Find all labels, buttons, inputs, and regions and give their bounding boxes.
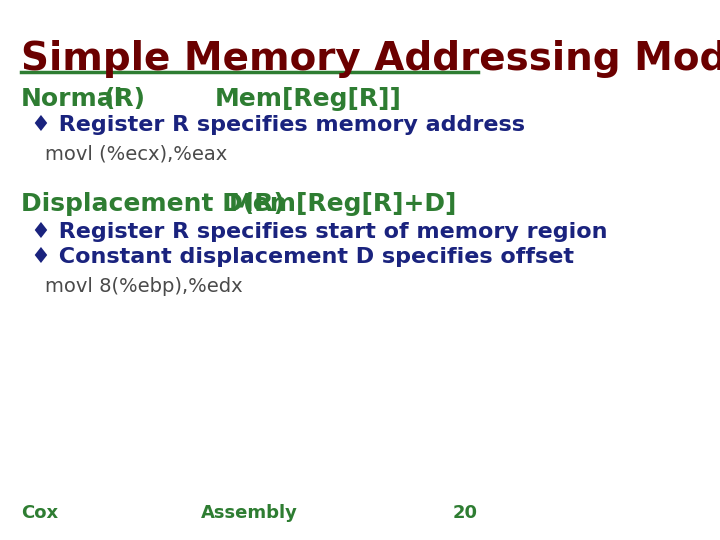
Text: Displacement D(R): Displacement D(R)	[21, 192, 284, 216]
Text: Mem[Reg[R]+D]: Mem[Reg[R]+D]	[229, 192, 457, 216]
Text: Mem[Reg[R]]: Mem[Reg[R]]	[215, 87, 402, 111]
Text: (R): (R)	[104, 87, 146, 111]
Text: ♦ Register R specifies memory address: ♦ Register R specifies memory address	[31, 115, 525, 135]
Text: movl (%ecx),%eax: movl (%ecx),%eax	[45, 145, 228, 164]
Text: Assembly: Assembly	[201, 504, 298, 522]
Text: 20: 20	[453, 504, 478, 522]
Text: ♦ Register R specifies start of memory region: ♦ Register R specifies start of memory r…	[31, 222, 608, 242]
Text: ♦ Constant displacement D specifies offset: ♦ Constant displacement D specifies offs…	[31, 247, 574, 267]
Text: Simple Memory Addressing Modes: Simple Memory Addressing Modes	[21, 40, 720, 78]
Text: Cox: Cox	[21, 504, 58, 522]
Text: Normal: Normal	[21, 87, 123, 111]
Text: movl 8(%ebp),%edx: movl 8(%ebp),%edx	[45, 277, 243, 296]
